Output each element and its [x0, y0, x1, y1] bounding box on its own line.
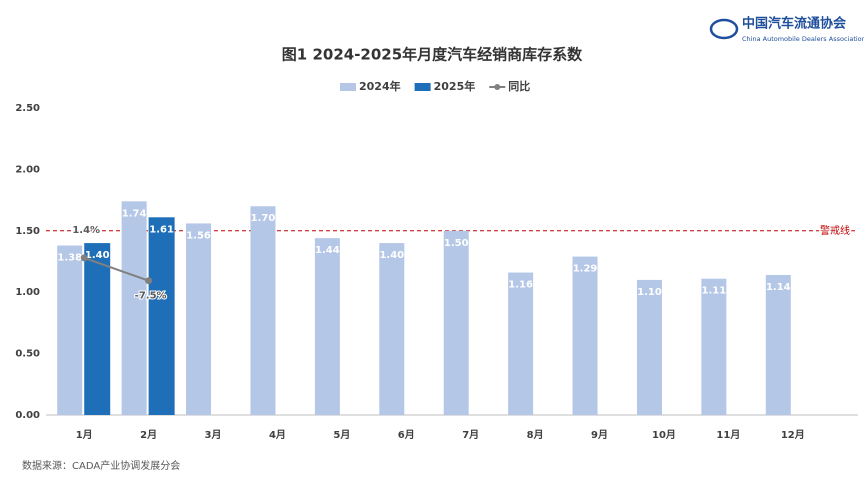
bar	[84, 243, 111, 415]
legend-label: 同比	[508, 79, 530, 93]
bar	[701, 278, 727, 415]
data-label: 1.14	[766, 282, 791, 293]
logo: 中国汽车流通协会 China Automobile Dealers Associ…	[709, 16, 864, 43]
x-tick-label: 12月	[781, 429, 805, 441]
bar	[148, 217, 175, 415]
data-label: 1.40	[85, 250, 110, 261]
logo-name: 中国汽车流通协会	[742, 16, 847, 32]
x-tick-label: 4月	[269, 429, 286, 441]
x-tick-label: 6月	[398, 429, 415, 441]
data-label: 1.50	[444, 238, 469, 249]
y-tick-label: 0.00	[15, 410, 40, 421]
x-tick-label: 8月	[527, 429, 544, 441]
bar	[508, 272, 534, 415]
bar	[572, 256, 598, 415]
data-label: 1.74	[122, 208, 147, 219]
x-tick-label: 2月	[140, 429, 157, 441]
bar	[314, 238, 340, 415]
bar	[379, 243, 405, 415]
bar	[250, 206, 276, 415]
bar	[443, 230, 469, 415]
line-point	[80, 254, 88, 262]
data-label: 1.70	[251, 213, 276, 224]
x-tick-label: 9月	[591, 429, 608, 441]
data-label: 1.56	[186, 230, 211, 241]
legend-swatch	[340, 83, 356, 91]
bar	[636, 279, 662, 415]
data-label: 1.4%	[72, 225, 100, 236]
source: 数据来源：CADA产业协调发展分会	[22, 459, 180, 472]
data-label: 1.10	[637, 287, 662, 298]
data-label: -7.5%	[135, 291, 167, 302]
x-tick-label: 3月	[205, 429, 222, 441]
data-label: 1.44	[315, 245, 340, 256]
chart-title: 图1 2024-2025年月度汽车经销商库存系数	[282, 46, 583, 64]
line-point	[145, 277, 153, 285]
logo-subname: China Automobile Dealers Association	[742, 35, 864, 43]
bar	[57, 245, 83, 415]
y-tick-label: 0.50	[15, 349, 40, 360]
legend-label: 2025年	[434, 79, 476, 93]
bar	[765, 275, 791, 415]
x-tick-label: 5月	[333, 429, 350, 441]
data-label: 1.40	[379, 250, 404, 261]
bar	[186, 223, 212, 415]
line	[83, 256, 149, 282]
legend-label: 2024年	[359, 79, 401, 93]
legend-swatch	[414, 83, 431, 91]
data-label: 1.38	[57, 253, 82, 264]
x-tick-label: 11月	[716, 429, 740, 441]
legend-swatch	[494, 84, 501, 90]
x-tick-label: 7月	[462, 429, 479, 441]
y-tick-label: 1.50	[15, 226, 40, 237]
x-tick-label: 10月	[652, 429, 676, 441]
data-label: 1.29	[573, 264, 598, 275]
y-tick-label: 1.00	[15, 287, 40, 298]
x-tick-label: 1月	[76, 429, 93, 441]
y-tick-label: 2.50	[15, 103, 40, 114]
reference-label: 警戒线	[820, 224, 850, 237]
data-label: 1.61	[149, 224, 174, 235]
data-label: 1.16	[508, 280, 533, 291]
bar	[121, 201, 147, 415]
y-tick-label: 2.00	[15, 164, 40, 175]
logo-icon	[709, 18, 739, 40]
data-label: 1.11	[702, 286, 727, 297]
